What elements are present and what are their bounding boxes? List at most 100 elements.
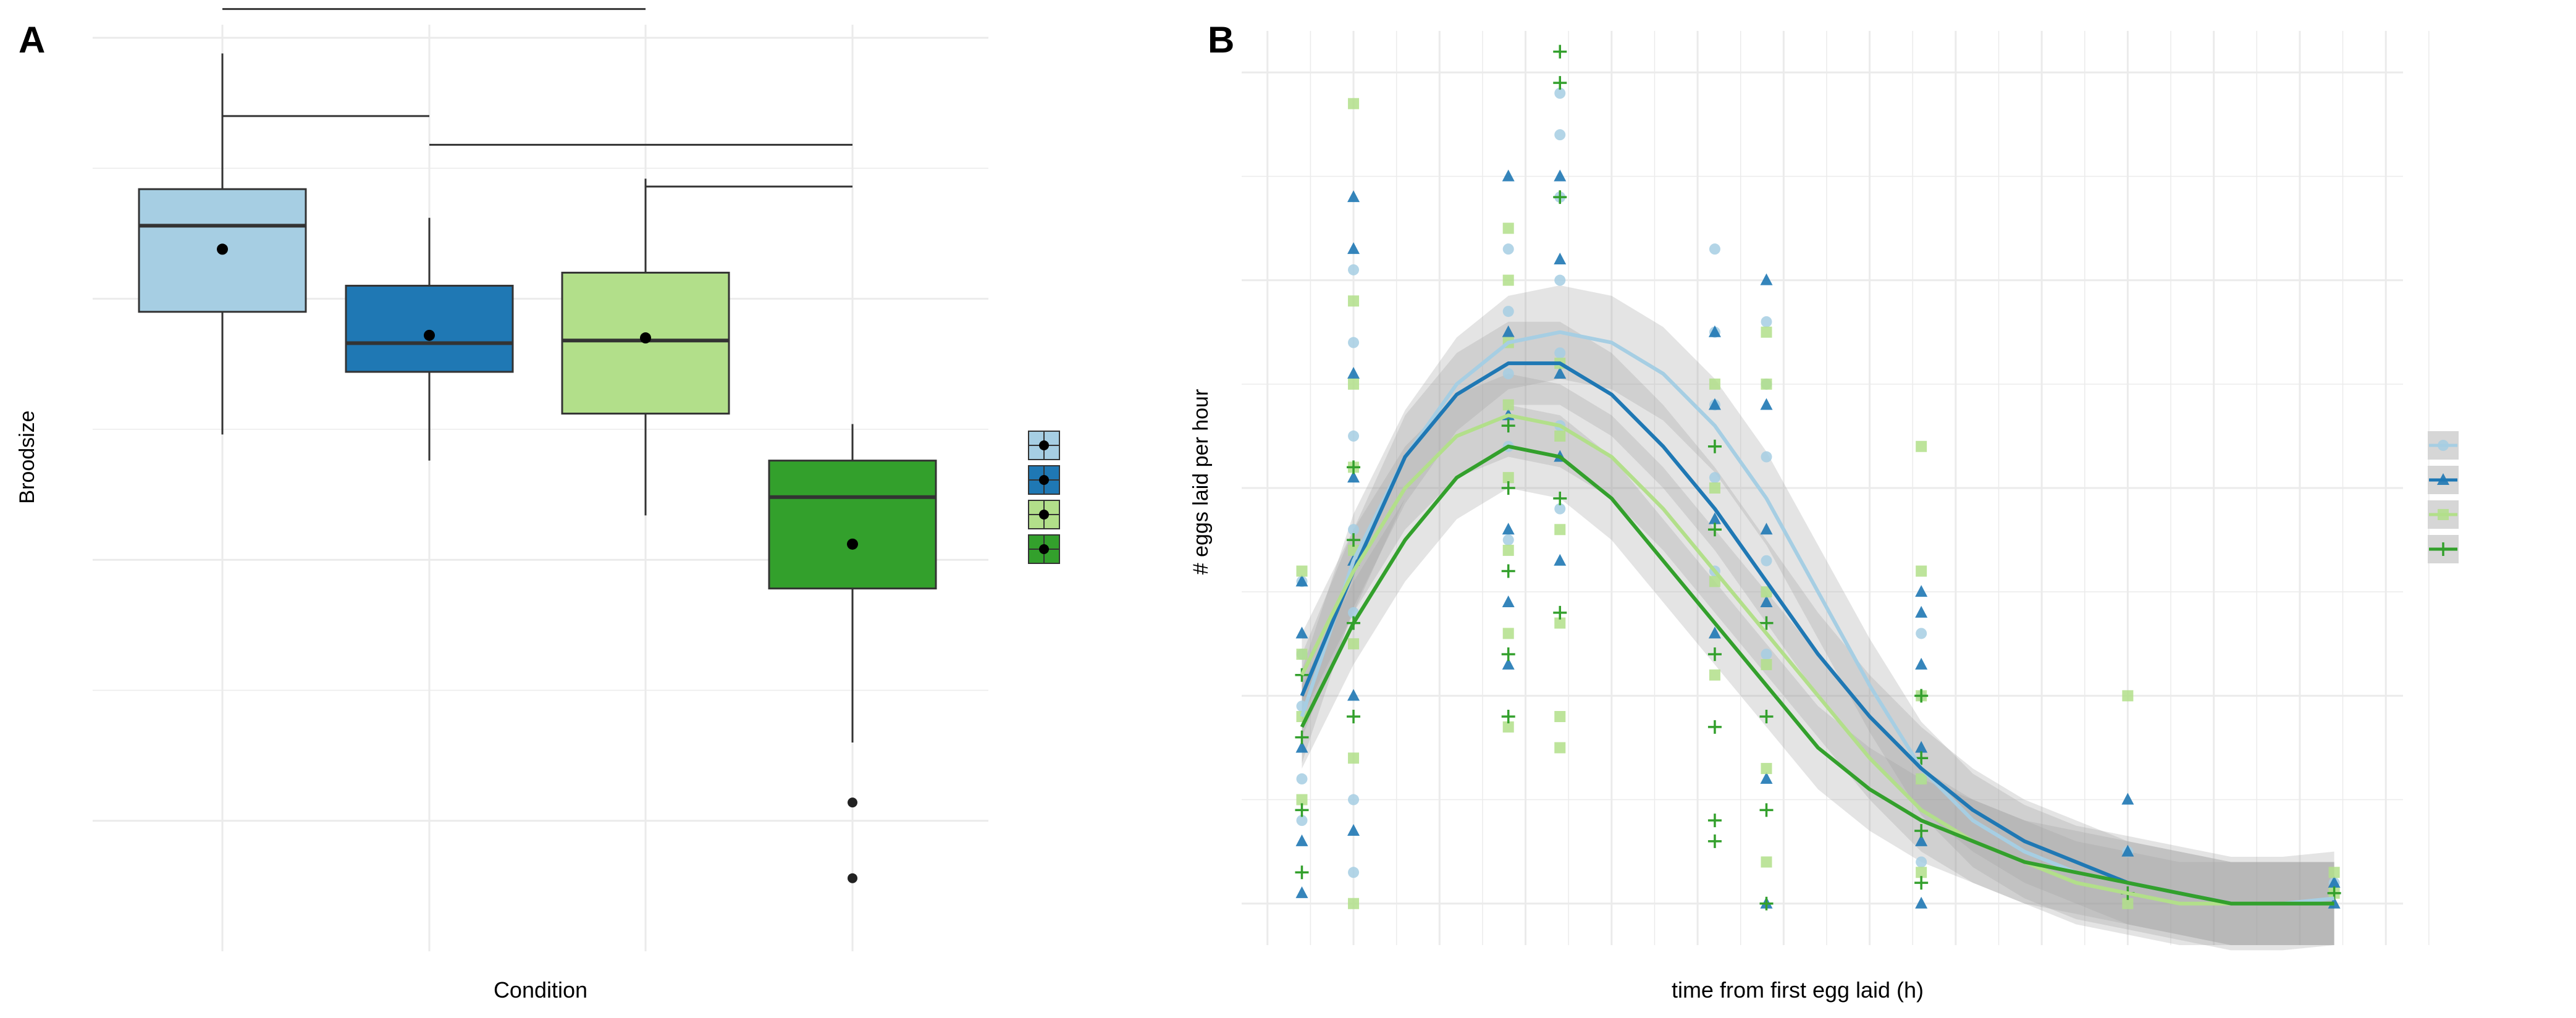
- data-point-ctrl: [1554, 87, 1566, 99]
- data-point-sc1: [1502, 523, 1515, 535]
- data-point-sc2: [1296, 565, 1308, 577]
- data-point-sc3: [1295, 803, 1309, 817]
- data-point-sc2: [1502, 628, 1514, 639]
- data-point-ctrl: [1916, 628, 1927, 639]
- legend-key-marker-ctrl: [2438, 440, 2449, 451]
- data-point-sc3: [1347, 460, 1361, 474]
- data-point-sc2: [1761, 586, 1772, 598]
- data-point-sc2: [1554, 617, 1566, 629]
- data-point-ctrl: [1761, 316, 1772, 327]
- data-point-sc3: [1347, 533, 1361, 547]
- data-point-sc2: [2122, 898, 2134, 909]
- legend-key-marker-sc2: [2438, 509, 2449, 520]
- data-point-ctrl: [1502, 243, 1514, 255]
- data-point-sc1: [1760, 595, 1773, 607]
- data-point-sc2: [1554, 742, 1566, 754]
- data-point-sc2: [1348, 378, 1360, 390]
- data-point-sc3: [1347, 710, 1361, 723]
- data-point-sc1: [1295, 886, 1308, 898]
- panel-a-label: A: [19, 19, 45, 61]
- panel-b-y-axis-title: # eggs laid per hour: [1189, 389, 1213, 575]
- legend-key-marker-sc3: [2436, 542, 2450, 556]
- data-point-sc1: [1347, 242, 1360, 254]
- data-point-sc1: [1295, 574, 1308, 587]
- legend-key-mean: [1039, 510, 1049, 520]
- data-point-sc2: [1916, 440, 1927, 452]
- data-point-ctrl: [1761, 649, 1772, 660]
- data-point-sc3: [2327, 886, 2341, 900]
- data-point-sc3: [1707, 834, 1722, 848]
- data-point-sc3: [1914, 689, 1929, 703]
- data-point-sc2: [1502, 721, 1514, 733]
- panel-b: B # eggs laid per hour time from first e…: [1189, 19, 2459, 1003]
- data-point-sc1: [1760, 523, 1773, 535]
- data-point-ctrl: [1348, 524, 1360, 536]
- confidence-band-ctrl: [1302, 285, 2334, 951]
- data-point-ctrl: [1502, 306, 1514, 318]
- data-point-sc3: [1295, 865, 1309, 880]
- data-point-sc3: [1553, 605, 1567, 620]
- data-point-sc3: [1295, 730, 1309, 744]
- data-point-ctrl: [1916, 856, 1927, 868]
- data-point-sc1: [1915, 605, 1928, 618]
- data-point-sc3: [1759, 710, 1774, 723]
- data-point-sc2: [1296, 649, 1308, 660]
- data-point-sc1: [1502, 325, 1515, 337]
- data-point-sc1: [1502, 169, 1515, 182]
- confidence-band-sc3: [1302, 405, 2334, 945]
- data-point-ctrl: [1348, 337, 1360, 348]
- data-point-sc1: [1760, 398, 1773, 410]
- data-point-sc3: [1707, 647, 1722, 662]
- data-point-sc1: [1347, 471, 1360, 483]
- panel-a-x-axis-title: Condition: [494, 977, 587, 1003]
- data-point-sc2: [1502, 399, 1514, 411]
- data-point-sc2: [1502, 544, 1514, 556]
- trend-line-sc2: [1300, 413, 2334, 906]
- data-point-ctrl: [1348, 794, 1360, 806]
- data-point-sc1: [1347, 689, 1360, 701]
- data-point-sc3: [1914, 876, 1929, 890]
- data-point-sc3: [1707, 814, 1722, 828]
- panel-a-legend: [1028, 431, 1060, 564]
- data-point-sc3: [1707, 720, 1722, 734]
- data-point-sc2: [1916, 565, 1927, 577]
- data-point-ctrl: [1709, 243, 1720, 255]
- data-point-sc1: [1554, 253, 1567, 264]
- data-point-sc3: [1553, 190, 1567, 204]
- data-point-ctrl: [1348, 430, 1360, 442]
- data-point-sc3: [1759, 896, 1774, 911]
- data-point-ctrl: [1502, 534, 1514, 546]
- data-point-sc1: [1347, 190, 1360, 203]
- data-point-ctrl: [1761, 451, 1772, 463]
- data-point-ctrl: [1554, 129, 1566, 141]
- data-point-sc1: [2121, 793, 2134, 805]
- data-point-sc2: [1554, 524, 1566, 536]
- data-point-sc1: [1708, 626, 1721, 639]
- panel-b-label: B: [1208, 19, 1234, 61]
- data-point-sc1: [1502, 595, 1515, 607]
- data-point-sc1: [1502, 657, 1515, 670]
- data-point-sc3: [1501, 419, 1515, 433]
- data-point-sc3: [1707, 439, 1722, 453]
- data-point-sc1: [1760, 273, 1773, 285]
- data-point-sc1: [1915, 896, 1928, 909]
- data-point-sc3: [1501, 647, 1515, 662]
- data-point-sc3: [1553, 44, 1567, 59]
- confidence-band-sc2: [1302, 374, 2334, 945]
- data-point-sc1: [1554, 169, 1567, 182]
- data-point-sc2: [1761, 658, 1772, 670]
- panel-b-grid: [1242, 31, 2430, 945]
- data-point-sc3: [1501, 710, 1515, 723]
- data-point-sc2: [1761, 326, 1772, 338]
- panel-b-confidence-bands: [1302, 285, 2334, 951]
- outlier-point: [848, 873, 857, 883]
- data-point-sc3: [1295, 668, 1309, 682]
- data-point-sc2: [1348, 98, 1360, 109]
- panel-a: A Broodsize Condition: [15, 8, 1060, 1003]
- data-point-sc1: [1347, 824, 1360, 836]
- trend-line-sc3: [1300, 444, 2334, 906]
- panel-a-y-axis-title: Broodsize: [15, 410, 39, 503]
- data-point-ctrl: [1554, 347, 1566, 359]
- data-point-sc2: [1916, 773, 1927, 785]
